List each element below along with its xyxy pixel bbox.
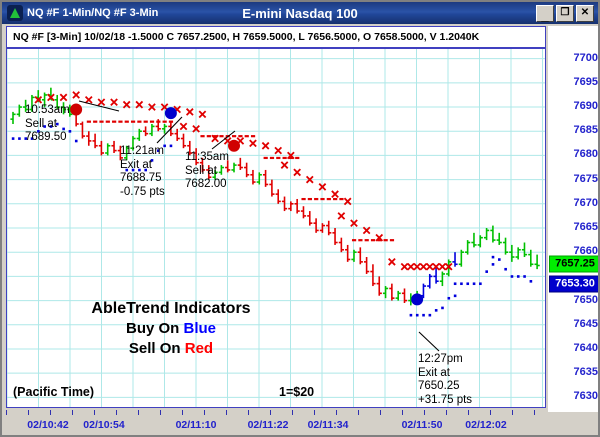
time-tick-mark: [336, 410, 337, 415]
quote-info-bar: NQ #F [3-Min] 10/02/18 -1.5000 C 7657.25…: [6, 26, 546, 48]
price-tick-7645: 7645: [573, 317, 598, 330]
maximize-icon: ❐: [560, 6, 570, 18]
price-tick-7660: 7660: [573, 245, 598, 258]
time-tick-mark: [468, 410, 469, 415]
price-tick-7680: 7680: [573, 148, 598, 161]
window-titlebar[interactable]: NQ #F 1-Min/NQ #F 3-Min E-mini Nasdaq 10…: [2, 2, 598, 24]
time-tick-mark: [490, 410, 491, 415]
time-tick-mark: [72, 410, 73, 415]
sell-signal-1053-line-2: Sell at: [25, 117, 57, 130]
tick-value-label: 1=$20: [279, 385, 315, 399]
indicator-legend-note: AbleTrend Indicators Buy On Blue Sell On…: [71, 299, 271, 359]
chart-gridlines: [7, 49, 545, 407]
time-tick-mark: [160, 410, 161, 415]
exit-signal-1227-line-1: 12:27pm: [418, 353, 463, 365]
sell-signal-1135-line-2: Sell at: [185, 164, 217, 177]
minimize-icon: _: [541, 7, 549, 23]
legend-buy-prefix: Buy On: [125, 320, 184, 337]
time-tick-mark: [138, 410, 139, 415]
legend-sell-prefix: Sell On: [128, 340, 185, 357]
exit-signal-1121-line-3: 7688.75: [120, 172, 162, 184]
close-icon: ✕: [580, 6, 590, 18]
time-tick-mark: [248, 410, 249, 415]
time-label-02-11-10: 02/11:10: [175, 419, 217, 431]
time-tick-mark: [204, 410, 205, 415]
time-tick-mark: [270, 410, 271, 415]
price-tick-7630: 7630: [573, 390, 598, 403]
window-title-left: NQ #F 1-Min/NQ #F 3-Min: [27, 7, 159, 19]
price-tick-7640: 7640: [573, 341, 598, 354]
last-price-badge[interactable]: 7657.25: [549, 255, 598, 273]
sell-signal-1135-line-3: 7682.00: [185, 178, 227, 190]
window-controls: _ ❐ ✕: [536, 4, 596, 23]
ablesys-triangle-icon: [7, 5, 23, 21]
legend-red-word: Red: [184, 340, 214, 357]
price-tick-7650: 7650: [573, 293, 598, 306]
time-tick-mark: [50, 410, 51, 415]
time-tick-mark: [94, 410, 95, 415]
time-label-02-11-22: 02/11:22: [247, 419, 289, 431]
time-tick-mark: [358, 410, 359, 415]
legend-line-1: AbleTrend Indicators: [91, 300, 251, 317]
exit-signal-1121-line-4: -0.75 pts: [120, 185, 165, 198]
sell-signal-1135-line-1: 11:35am: [185, 151, 229, 163]
legend-line-2: Buy On Blue: [71, 319, 271, 339]
price-tick-7635: 7635: [573, 366, 598, 379]
red-resistance-marks: [34, 91, 453, 271]
time-tick-mark: [380, 410, 381, 415]
exit-signal-1227: 12:27pm Exit at 7650.25 +31.75 pts: [418, 353, 472, 407]
time-tick-mark: [446, 410, 447, 415]
time-tick-mark: [292, 410, 293, 415]
chart-plot-area[interactable]: 10:53am Sell at 7689.50 11:21am Exit at 7688.…: [6, 48, 546, 408]
price-tick-7690: 7690: [573, 100, 598, 113]
time-tick-mark: [534, 410, 535, 415]
quote-info-text: NQ #F [3-Min] 10/02/18 -1.5000 C 7657.25…: [13, 31, 480, 43]
time-tick-mark: [314, 410, 315, 415]
exit-signal-1121: 11:21am Exit at 7688.75 -0.75 pts: [120, 145, 165, 199]
sell-signal-1053-line-1: 10:53am: [25, 104, 70, 116]
minimize-button[interactable]: _: [536, 4, 554, 23]
trade-signal-dots: [70, 103, 424, 306]
price-tick-7685: 7685: [573, 124, 598, 137]
sell-signal-1053: 10:53am Sell at 7689.50: [25, 104, 70, 145]
blue-support-dots: [11, 122, 533, 317]
price-axis[interactable]: 7700 7695 7690 7685 7680 7675 7670 7665 7660 7650…: [548, 26, 598, 412]
time-tick-mark: [226, 410, 227, 415]
exit-signal-1121-line-2: Exit at: [120, 158, 152, 171]
time-label-02-10-42: 02/10:42: [27, 419, 69, 431]
time-tick-mark: [512, 410, 513, 415]
exit-signal-1227-line-4: +31.75 pts: [418, 393, 473, 406]
stop-price-badge[interactable]: 7653.30: [549, 275, 598, 293]
annotation-leader-lines: [78, 100, 440, 352]
price-tick-7695: 7695: [573, 75, 598, 88]
price-tick-7700: 7700: [573, 51, 598, 64]
sell-signal-1135: 11:35am Sell at 7682.00: [185, 151, 229, 192]
legend-blue-word: Blue: [183, 320, 217, 337]
time-tick-mark: [28, 410, 29, 415]
exit-signal-1227-line-3: 7650.25: [418, 380, 460, 392]
time-tick-mark: [6, 410, 7, 415]
price-tick-7665: 7665: [573, 221, 598, 233]
sell-signal-1053-line-3: 7689.50: [25, 131, 67, 143]
exit-signal-1227-line-2: Exit at: [418, 366, 450, 379]
price-tick-7675: 7675: [573, 172, 598, 185]
price-chart-canvas: [7, 49, 545, 407]
time-tick-mark: [182, 410, 183, 415]
time-label-02-11-34: 02/11:34: [307, 419, 349, 431]
time-axis: 02/10:42 02/10:54 02/11:10 02/11:22 02/11:34…: [6, 410, 546, 435]
time-label-02-12-02: 02/12:02: [465, 419, 507, 431]
time-label-02-11-50: 02/11:50: [401, 419, 443, 431]
time-tick-mark: [402, 410, 403, 415]
time-tick-mark: [116, 410, 117, 415]
legend-line-3: Sell On Red: [71, 339, 271, 359]
time-label-02-10-54: 02/10:54: [83, 419, 125, 431]
price-tick-7670: 7670: [573, 196, 598, 209]
close-button[interactable]: ✕: [576, 4, 594, 22]
timezone-label: (Pacific Time): [13, 385, 95, 399]
maximize-button[interactable]: ❐: [556, 4, 574, 22]
time-tick-mark: [424, 410, 425, 415]
exit-signal-1121-line-1: 11:21am: [120, 145, 164, 157]
ohlc-bars: [10, 87, 540, 306]
